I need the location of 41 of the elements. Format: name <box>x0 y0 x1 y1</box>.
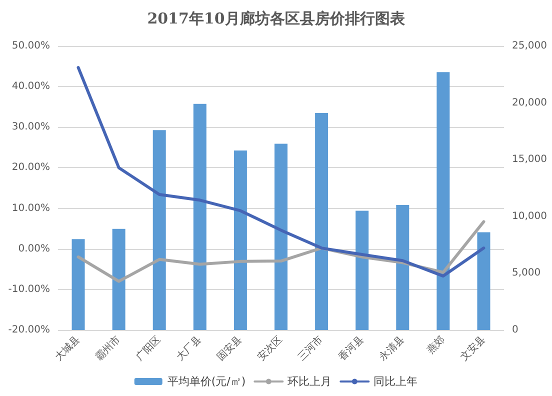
x-tick-label: 文安县 <box>458 333 488 364</box>
bar <box>477 232 490 330</box>
x-tick-label: 固安县 <box>214 333 244 364</box>
bar <box>112 228 126 330</box>
bar <box>152 130 166 330</box>
legend-label: 环比上月 <box>288 375 332 388</box>
bar <box>234 150 247 330</box>
y-tick-label: 10.00% <box>12 202 50 214</box>
y-tick-label: 20.00% <box>12 162 50 174</box>
chart-title: 2017年10月廊坊各区县房价排行图表 <box>147 10 406 28</box>
y-tick-label: 40.00% <box>12 81 50 92</box>
legend-label: 同比上年 <box>374 375 418 388</box>
x-tick-label: 霸州市 <box>93 333 123 364</box>
x-tick-label: 安次区 <box>255 333 285 364</box>
line-series <box>76 66 486 278</box>
x-tick-label: 广阳区 <box>134 333 164 364</box>
x-tick-label: 三河市 <box>296 333 326 364</box>
bar <box>72 239 85 330</box>
x-tick-label: 大厂县 <box>174 333 204 364</box>
y2-tick-label: 10,000 <box>512 210 547 222</box>
y2-tick-label: 5,000 <box>512 268 541 279</box>
y2-tick-label: 25,000 <box>512 40 547 52</box>
bar <box>315 113 328 330</box>
y2-tick-label: 20,000 <box>512 97 547 108</box>
bar <box>274 144 288 330</box>
bar <box>396 205 410 330</box>
y-tick-label: -10.00% <box>8 284 50 295</box>
legend-label: 平均单价(元/㎡) <box>167 375 246 388</box>
y-tick-label: -20.00% <box>8 324 50 336</box>
x-tick-label: 大城县 <box>52 333 82 364</box>
x-tick-label: 香河县 <box>336 333 366 364</box>
x-tick-label: 燕郊 <box>424 333 448 356</box>
bar <box>356 210 369 330</box>
bar <box>436 72 450 330</box>
y-tick-label: 30.00% <box>12 122 50 133</box>
x-tick-label: 永清县 <box>376 333 407 364</box>
y-tick-label: 0.00% <box>18 243 50 254</box>
bar <box>193 104 206 330</box>
y2-tick-label: 15,000 <box>512 154 547 166</box>
y-tick-label: 50.00% <box>12 40 50 52</box>
y2-tick-label: 0 <box>512 324 518 336</box>
